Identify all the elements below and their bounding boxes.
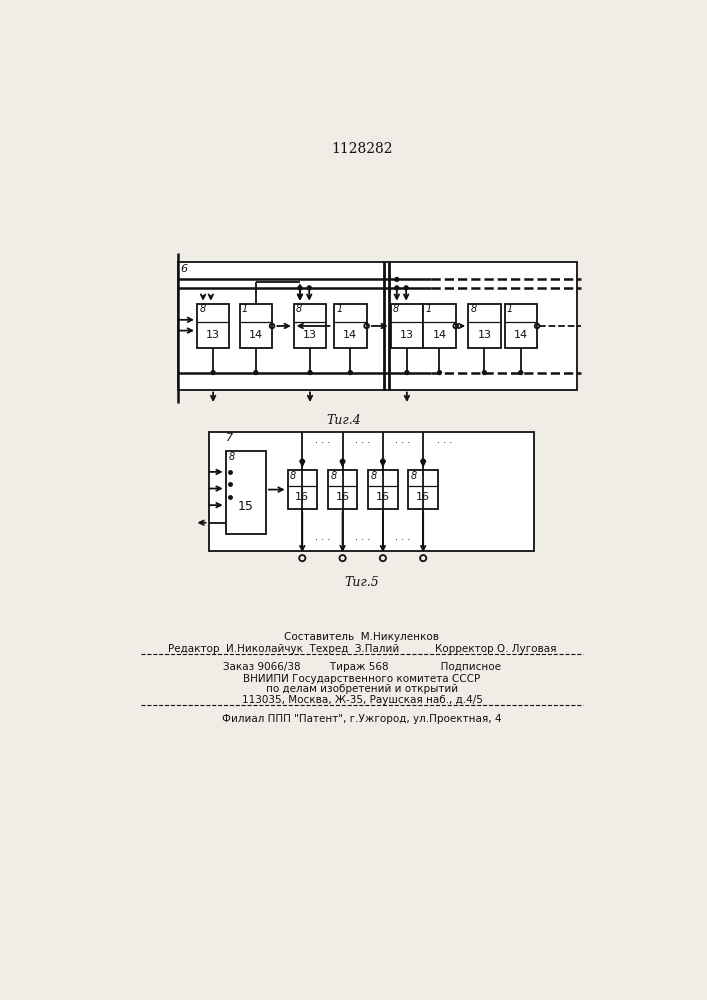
Circle shape [482,371,486,374]
Bar [423,304,456,348]
Text: Заказ 9066/38         Тираж 568                Подписное: Заказ 9066/38 Тираж 568 Подписное [223,662,501,672]
Text: 16: 16 [296,492,309,502]
Text: 13: 13 [400,330,414,340]
Bar [177,262,577,389]
Bar [209,432,534,551]
Bar [505,304,537,348]
Circle shape [421,459,425,463]
Text: 1128282: 1128282 [331,142,392,156]
Bar [409,470,438,509]
Circle shape [341,459,344,463]
Bar [334,304,367,348]
Circle shape [395,286,399,290]
Text: · · ·: · · · [355,438,370,448]
Text: 1: 1 [337,304,343,314]
Text: · · ·: · · · [355,535,370,545]
Text: Редактор  И.Николайчук  Техред  З.Палий           Корректор О. Луговая: Редактор И.Николайчук Техред З.Палий Кор… [168,644,556,654]
Bar [240,304,272,348]
Text: 6: 6 [180,264,188,274]
Text: 16: 16 [336,492,349,502]
Text: Τиг.4: Τиг.4 [327,414,361,427]
Circle shape [308,286,311,290]
Bar [328,470,357,509]
Text: 16: 16 [376,492,390,502]
Circle shape [381,459,385,463]
Circle shape [308,371,312,374]
Circle shape [405,371,409,374]
Circle shape [211,371,215,374]
Text: 14: 14 [249,330,263,340]
Bar [197,304,230,348]
Bar [391,304,423,348]
Text: 7: 7 [226,433,233,443]
Text: 1: 1 [426,304,432,314]
Text: 1: 1 [242,304,248,314]
Text: 8: 8 [228,452,235,462]
Text: · · ·: · · · [395,535,411,545]
Text: 14: 14 [344,330,357,340]
Text: Τиг.5: Τиг.5 [344,576,380,589]
Text: 8: 8 [290,471,296,481]
Text: · · ·: · · · [315,535,330,545]
Bar [288,470,317,509]
Text: 1: 1 [507,304,513,314]
Circle shape [395,277,399,281]
Text: · · ·: · · · [437,438,452,448]
Text: 8: 8 [370,471,377,481]
Text: 16: 16 [416,492,430,502]
Text: 8: 8 [411,471,417,481]
Circle shape [300,459,304,463]
Text: 8: 8 [330,471,337,481]
Circle shape [438,371,441,374]
Text: · · ·: · · · [315,438,330,448]
Text: 15: 15 [238,500,254,513]
Text: по делам изобретений и открытий: по делам изобретений и открытий [266,684,458,694]
Bar [368,470,397,509]
Circle shape [298,286,302,290]
Text: 8: 8 [470,304,477,314]
Text: Филиал ППП "Патент", г.Ужгород, ул.Проектная, 4: Филиал ППП "Патент", г.Ужгород, ул.Проек… [222,714,502,724]
Text: 8: 8 [296,304,303,314]
Text: 113035, Москва, Ж-35, Раушская наб., д.4/5: 113035, Москва, Ж-35, Раушская наб., д.4… [242,695,482,705]
Bar [293,304,327,348]
Text: ВНИИПИ Государственного комитета СССР: ВНИИПИ Государственного комитета СССР [243,674,481,684]
Text: · · ·: · · · [395,438,411,448]
Text: Составитель  М.Никуленков: Составитель М.Никуленков [284,632,440,642]
Text: 13: 13 [303,330,317,340]
Text: 14: 14 [433,330,447,340]
Text: 8: 8 [393,304,399,314]
Circle shape [519,371,522,374]
Bar [468,304,501,348]
Circle shape [254,371,258,374]
Circle shape [349,371,352,374]
Text: 13: 13 [206,330,220,340]
Bar [226,451,266,534]
Text: 13: 13 [477,330,491,340]
Text: 14: 14 [514,330,528,340]
Text: 8: 8 [199,304,206,314]
Circle shape [404,286,408,290]
